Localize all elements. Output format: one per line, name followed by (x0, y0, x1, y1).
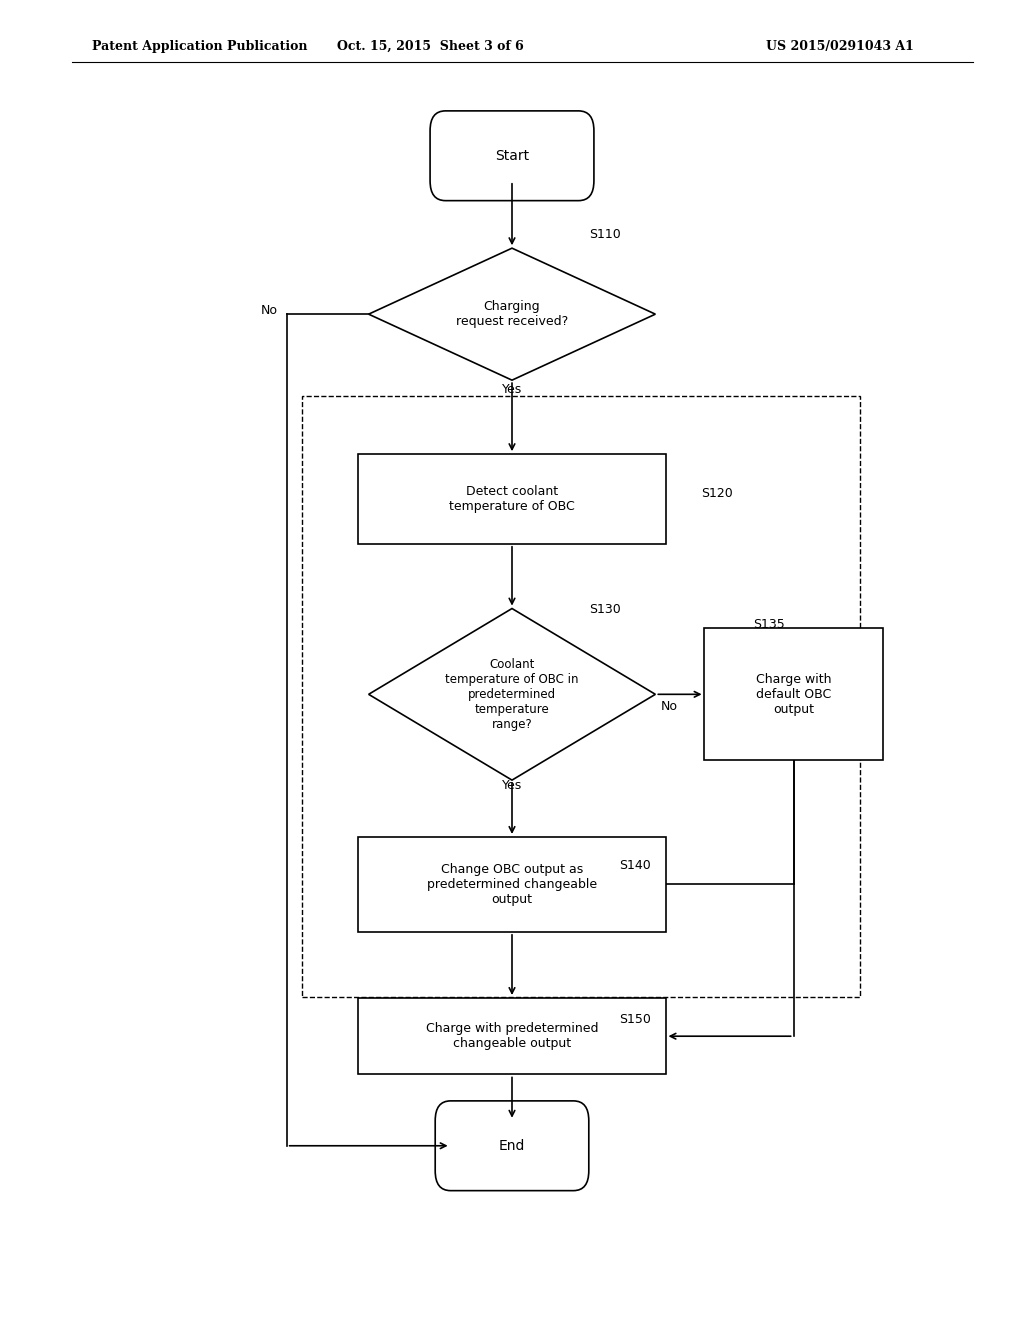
Text: Patent Application Publication: Patent Application Publication (92, 40, 307, 53)
Text: S135: S135 (753, 618, 784, 631)
FancyBboxPatch shape (705, 628, 883, 760)
Text: Charge with
default OBC
output: Charge with default OBC output (756, 673, 831, 715)
Text: Start: Start (495, 149, 529, 162)
Text: S120: S120 (701, 487, 733, 500)
Text: No: No (261, 304, 279, 317)
Text: S130: S130 (589, 603, 621, 616)
Text: Yes: Yes (502, 383, 522, 396)
Text: S110: S110 (589, 228, 621, 242)
FancyBboxPatch shape (430, 111, 594, 201)
Text: S140: S140 (620, 859, 651, 873)
Polygon shape (369, 609, 655, 780)
Text: Charging
request received?: Charging request received? (456, 300, 568, 329)
Text: Change OBC output as
predetermined changeable
output: Change OBC output as predetermined chang… (427, 863, 597, 906)
FancyBboxPatch shape (435, 1101, 589, 1191)
Text: S150: S150 (620, 1012, 651, 1026)
Text: Detect coolant
temperature of OBC: Detect coolant temperature of OBC (450, 484, 574, 513)
Text: Oct. 15, 2015  Sheet 3 of 6: Oct. 15, 2015 Sheet 3 of 6 (337, 40, 523, 53)
Text: FIG. 3: FIG. 3 (486, 115, 538, 128)
FancyBboxPatch shape (358, 454, 666, 544)
Text: Charge with predetermined
changeable output: Charge with predetermined changeable out… (426, 1022, 598, 1051)
Polygon shape (369, 248, 655, 380)
Text: Coolant
temperature of OBC in
predetermined
temperature
range?: Coolant temperature of OBC in predetermi… (445, 657, 579, 731)
FancyBboxPatch shape (358, 837, 666, 932)
FancyBboxPatch shape (358, 998, 666, 1074)
Text: End: End (499, 1139, 525, 1152)
Text: US 2015/0291043 A1: US 2015/0291043 A1 (766, 40, 913, 53)
Text: Yes: Yes (502, 779, 522, 792)
Bar (302, 396, 860, 997)
Text: No: No (660, 700, 678, 713)
